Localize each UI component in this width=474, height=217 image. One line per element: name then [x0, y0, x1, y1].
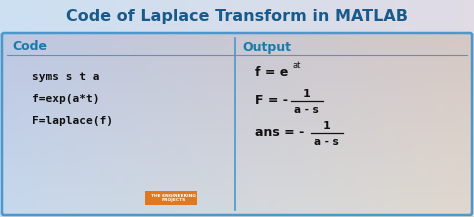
Text: 1: 1	[323, 121, 330, 131]
Text: 1: 1	[303, 89, 310, 99]
Text: F = -: F = -	[255, 94, 288, 107]
Text: at: at	[292, 61, 301, 71]
Text: a - s: a - s	[314, 137, 339, 147]
Text: ans = -: ans = -	[255, 127, 304, 140]
Text: f=exp(a*t): f=exp(a*t)	[32, 94, 100, 104]
Text: f = e: f = e	[255, 66, 288, 79]
Text: a - s: a - s	[294, 105, 319, 115]
Text: Code of Laplace Transform in MATLAB: Code of Laplace Transform in MATLAB	[66, 9, 408, 24]
Text: THE ENGINEERING
PROJECTS: THE ENGINEERING PROJECTS	[151, 194, 196, 202]
FancyBboxPatch shape	[146, 191, 197, 205]
Text: Output: Output	[243, 41, 292, 54]
Text: F=laplace(f): F=laplace(f)	[32, 116, 113, 126]
Text: syms s t a: syms s t a	[32, 72, 100, 82]
Text: Code: Code	[12, 41, 47, 54]
